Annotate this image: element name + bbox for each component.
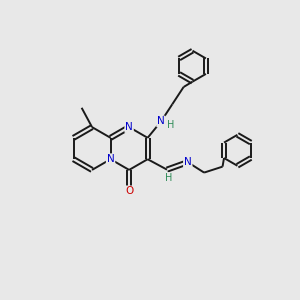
- Text: O: O: [125, 186, 133, 196]
- Text: H: H: [167, 120, 174, 130]
- Text: N: N: [184, 157, 192, 167]
- Text: N: N: [157, 116, 165, 127]
- Text: H: H: [165, 173, 172, 183]
- Text: N: N: [107, 154, 114, 164]
- Text: N: N: [125, 122, 133, 132]
